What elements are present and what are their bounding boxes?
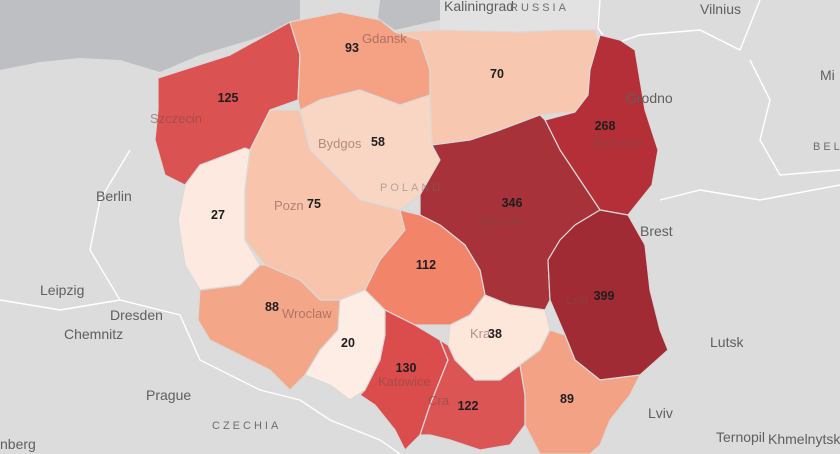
value-swietokrzyskie: 38 <box>488 327 502 341</box>
border-belarus-east <box>749 59 840 176</box>
value-lodzkie: 112 <box>416 258 436 272</box>
value-lubelskie: 399 <box>594 289 615 303</box>
label-warsaw: Warsaw <box>478 213 525 228</box>
label-chemnitz: Chemnitz <box>64 326 123 342</box>
label-ternopil: Ternopil <box>716 429 765 445</box>
value-labels: 125 93 70 58 268 27 75 346 112 399 88 20… <box>211 41 615 413</box>
label-mi: Mi <box>820 67 835 83</box>
label-czechia: CZECHIA <box>212 420 281 432</box>
value-podlaskie: 268 <box>595 119 616 133</box>
label-grodno: Grodno <box>626 90 673 106</box>
border-czechia <box>0 299 401 454</box>
label-berlin: Berlin <box>96 188 132 204</box>
label-brest: Brest <box>640 223 673 239</box>
value-mazowieckie: 346 <box>502 196 523 210</box>
label-poland: POLAND <box>380 182 443 194</box>
value-dolnoslaskie: 88 <box>265 300 279 314</box>
value-zachodniopomorskie: 125 <box>218 91 239 105</box>
value-wielkopolskie: 75 <box>307 197 321 211</box>
value-warminsko-mazurskie: 70 <box>490 67 504 81</box>
label-bialystok: Bialystok <box>592 135 645 150</box>
label-kaliningrad: Kaliningrad <box>444 0 514 14</box>
label-russia: RUSSIA <box>510 2 569 14</box>
label-poznan: Pozn <box>274 198 304 213</box>
value-lubuskie: 27 <box>211 208 225 222</box>
label-vilnius: Vilnius <box>700 1 741 17</box>
voivodeships <box>154 11 669 454</box>
label-belarus: BEL <box>813 141 840 153</box>
label-dresden: Dresden <box>110 307 163 323</box>
label-szczecin: Szczecin <box>150 111 202 126</box>
label-khmelnytskyi: Khmelnytskyi <box>768 431 840 447</box>
border-belarus-ukraine <box>659 184 840 201</box>
label-nuremberg: nberg <box>0 436 36 452</box>
baltic-sea <box>0 0 300 72</box>
label-krakow-2: Cra <box>428 393 450 408</box>
label-lublin: Lub <box>566 292 588 307</box>
value-pomorskie: 93 <box>345 41 359 55</box>
region-podkarpackie[interactable] <box>519 329 641 454</box>
label-katowice: Katowice <box>378 374 431 389</box>
region-malopolskie[interactable] <box>419 339 526 451</box>
label-bydgoszcz: Bydgos <box>318 136 362 151</box>
label-krakow: Kra <box>470 326 491 341</box>
border-lithuania <box>597 0 761 51</box>
value-kujawsko-pomorskie: 58 <box>371 135 385 149</box>
value-malopolskie: 122 <box>458 399 479 413</box>
border-germany-inner <box>89 149 131 301</box>
value-podkarpackie: 89 <box>560 392 574 406</box>
label-gdansk: Gdansk <box>362 31 407 46</box>
label-leipzig: Leipzig <box>40 282 84 298</box>
label-prague: Prague <box>146 387 191 403</box>
region-opolskie[interactable] <box>304 289 386 401</box>
kaliningrad-area <box>440 0 600 34</box>
region-lubuskie[interactable] <box>177 147 261 291</box>
value-opolskie: 20 <box>341 336 355 350</box>
value-slaskie: 130 <box>396 361 417 375</box>
label-lutsk: Lutsk <box>710 334 744 350</box>
label-lviv: Lviv <box>648 405 673 421</box>
label-wroclaw: Wroclaw <box>282 306 332 321</box>
